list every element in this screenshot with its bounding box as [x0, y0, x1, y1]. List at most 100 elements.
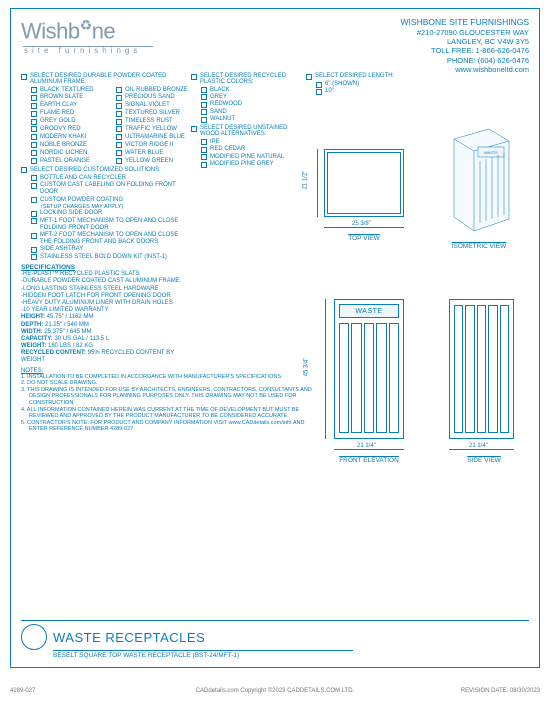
- checkbox-option[interactable]: 10": [316, 88, 396, 95]
- checkbox-icon[interactable]: [316, 89, 322, 95]
- checkbox-icon[interactable]: [31, 211, 37, 217]
- checkbox-icon[interactable]: [116, 119, 122, 125]
- option-label: YELLOW GREEN: [125, 158, 173, 165]
- checkbox-icon[interactable]: [31, 95, 37, 101]
- checkbox-option[interactable]: YELLOW GREEN: [116, 158, 191, 165]
- checkbox-icon[interactable]: [31, 197, 37, 203]
- checkbox-option[interactable]: MODIFIED PINE NATURAL: [201, 154, 306, 161]
- option-label: PASTEL ORANGE: [40, 158, 90, 165]
- checkbox-option[interactable]: BLACK TEXTURED: [31, 87, 106, 94]
- checkbox-option[interactable]: 6" (SHOWN): [316, 81, 396, 88]
- checkbox-option[interactable]: WALNUT: [201, 116, 306, 123]
- checkbox-icon[interactable]: [116, 142, 122, 148]
- checkbox-icon[interactable]: [201, 102, 207, 108]
- note-line: 3. THIS DRAWING IS INTENDED FOR USE BY A…: [21, 387, 321, 407]
- checkbox-option[interactable]: GREY GOLD: [31, 118, 106, 125]
- checkbox-option[interactable]: MODIFIED PINE GREY: [201, 161, 306, 168]
- option-label: TRAFFIC YELLOW: [125, 126, 177, 133]
- checkbox-icon[interactable]: [201, 162, 207, 168]
- checkbox-icon[interactable]: [21, 74, 27, 80]
- checkbox-icon[interactable]: [31, 87, 37, 93]
- checkbox-icon[interactable]: [31, 119, 37, 125]
- spec-kv: WIDTH: 25.375" / 645 MM: [21, 329, 191, 336]
- checkbox-icon[interactable]: [31, 126, 37, 132]
- checkbox-icon[interactable]: [31, 134, 37, 140]
- spec-kv: HEIGHT: 45.75" / 1162 MM: [21, 314, 191, 321]
- checkbox-icon[interactable]: [21, 167, 27, 173]
- checkbox-option[interactable]: STAINLESS STEEL BOLD DOWN KIT (INST-1): [31, 254, 191, 261]
- checkbox-option[interactable]: SIDE ASHTRAY: [31, 246, 191, 253]
- checkbox-option[interactable]: NORDIC LICHEN: [31, 150, 106, 157]
- checkbox-icon[interactable]: [201, 109, 207, 115]
- checkbox-option[interactable]: CUSTOM POWDER COATING: [31, 197, 191, 204]
- option-label: RED CEDAR: [210, 146, 245, 153]
- checkbox-icon[interactable]: [306, 74, 312, 80]
- checkbox-icon[interactable]: [201, 154, 207, 160]
- checkbox-option[interactable]: BOTTLE AND CAN RECYCLER: [31, 175, 191, 182]
- checkbox-option[interactable]: SAND: [201, 109, 306, 116]
- checkbox-icon[interactable]: [116, 95, 122, 101]
- logo-wordmark: Wishb♻ne: [21, 17, 181, 44]
- checkbox-option[interactable]: TRAFFIC YELLOW: [116, 126, 191, 133]
- checkbox-icon[interactable]: [31, 183, 37, 189]
- checkbox-icon[interactable]: [31, 103, 37, 109]
- checkbox-icon[interactable]: [201, 147, 207, 153]
- checkbox-icon[interactable]: [116, 150, 122, 156]
- checkbox-icon[interactable]: [116, 87, 122, 93]
- checkbox-option[interactable]: SIGNAL VIOLET: [116, 102, 191, 109]
- front-slats: [339, 323, 399, 433]
- checkbox-option[interactable]: BLACK: [201, 87, 306, 94]
- checkbox-icon[interactable]: [116, 111, 122, 117]
- checkbox-option[interactable]: BROWN SLATE: [31, 94, 106, 101]
- group-frame-title: SELECT DESIRED DURABLE POWDER COATED ALU…: [21, 73, 191, 85]
- checkbox-option[interactable]: REDWOOD: [201, 101, 306, 108]
- group-length-label: SELECT DESIRED LENGTH:: [315, 73, 394, 79]
- checkbox-option[interactable]: TEXTURED SILVER: [116, 110, 191, 117]
- checkbox-option[interactable]: IPE: [201, 139, 306, 146]
- checkbox-option[interactable]: TIMELESS RUST: [116, 118, 191, 125]
- checkbox-icon[interactable]: [31, 150, 37, 156]
- checkbox-option[interactable]: CUSTOM CAST LABELING ON FOLDING FRONT DO…: [31, 182, 191, 196]
- checkbox-icon[interactable]: [116, 103, 122, 109]
- checkbox-icon[interactable]: [191, 74, 197, 80]
- checkbox-option[interactable]: NOBLE BRONZE: [31, 142, 106, 149]
- checkbox-option[interactable]: MFT-1 FOOT MECHANISM TO OPEN AND CLOSE F…: [31, 218, 191, 232]
- checkbox-option[interactable]: EARTH CLAY: [31, 102, 106, 109]
- checkbox-option[interactable]: RED CEDAR: [201, 146, 306, 153]
- checkbox-icon[interactable]: [31, 142, 37, 148]
- checkbox-option[interactable]: WATER BLUE: [116, 150, 191, 157]
- checkbox-icon[interactable]: [31, 233, 37, 239]
- checkbox-option[interactable]: PRECIOUS SAND: [116, 94, 191, 101]
- checkbox-option[interactable]: GREY: [201, 94, 306, 101]
- checkbox-option[interactable]: GROOVY RED: [31, 126, 106, 133]
- checkbox-icon[interactable]: [191, 126, 197, 132]
- checkbox-option[interactable]: MODERN KHAKI: [31, 134, 106, 141]
- checkbox-option[interactable]: ULTRAMARINE BLUE: [116, 134, 191, 141]
- checkbox-option[interactable]: MFT-2 FOOT MECHANISM TO OPEN AND CLOSE T…: [31, 232, 191, 246]
- checkbox-icon[interactable]: [116, 126, 122, 132]
- note-line: 5. CONTRACTOR'S NOTE: FOR PRODUCT AND CO…: [21, 420, 321, 433]
- checkbox-icon[interactable]: [31, 254, 37, 260]
- checkbox-option[interactable]: FLAME RED: [31, 110, 106, 117]
- checkbox-icon[interactable]: [201, 117, 207, 123]
- checkbox-icon[interactable]: [201, 94, 207, 100]
- checkbox-icon[interactable]: [31, 175, 37, 181]
- option-label: GROOVY RED: [40, 126, 81, 133]
- checkbox-icon[interactable]: [31, 158, 37, 164]
- checkbox-option[interactable]: LOCKING SIDE DOOR: [31, 210, 191, 217]
- logo: Wishb♻ne site furnishings: [21, 17, 181, 65]
- option-label: 10": [325, 88, 334, 95]
- checkbox-icon[interactable]: [201, 87, 207, 93]
- checkbox-icon[interactable]: [316, 82, 322, 88]
- checkbox-option[interactable]: OIL RUBBED BRONZE: [116, 87, 191, 94]
- checkbox-option[interactable]: VICTOR RIDGE II: [116, 142, 191, 149]
- checkbox-icon[interactable]: [31, 247, 37, 253]
- checkbox-icon[interactable]: [31, 218, 37, 224]
- checkbox-option[interactable]: PASTEL ORANGE: [31, 158, 106, 165]
- checkbox-icon[interactable]: [31, 111, 37, 117]
- checkbox-icon[interactable]: [116, 134, 122, 140]
- checkbox-icon[interactable]: [116, 158, 122, 164]
- option-label: BLACK: [210, 87, 230, 94]
- option-label: BROWN SLATE: [40, 94, 83, 101]
- checkbox-icon[interactable]: [201, 139, 207, 145]
